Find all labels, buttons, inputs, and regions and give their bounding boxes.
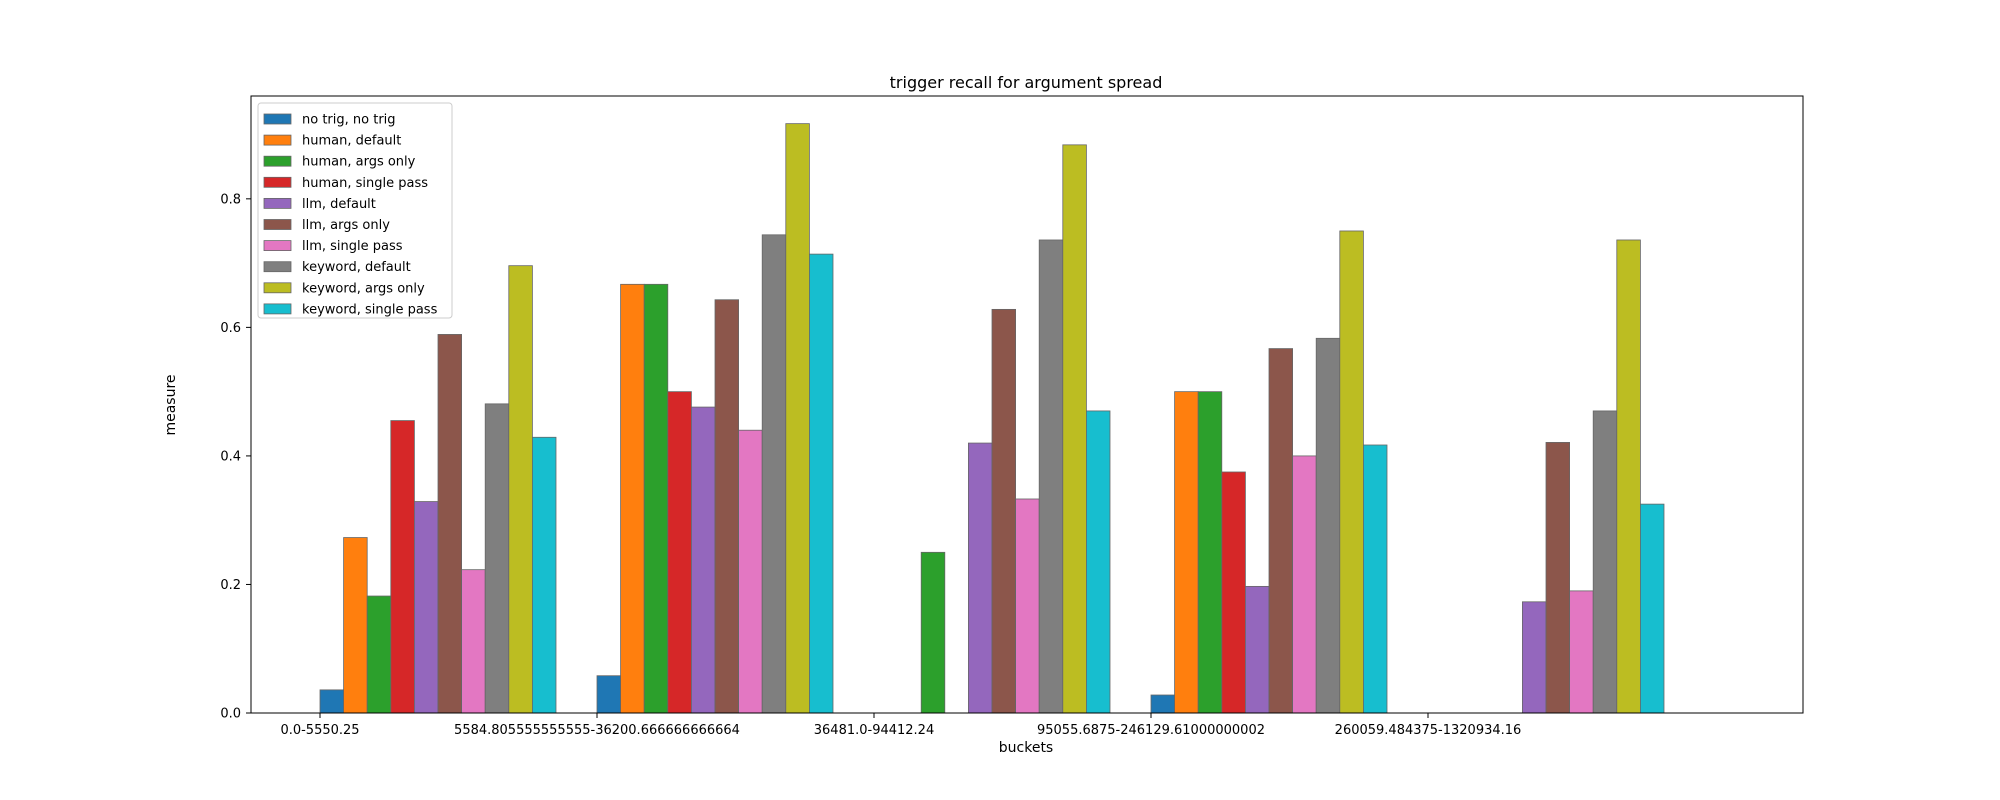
y-tick-label: 0.0 — [220, 707, 241, 722]
bar — [1062, 144, 1087, 714]
y-tick-label: 0.4 — [220, 449, 241, 464]
bar — [1522, 601, 1547, 714]
bar — [1150, 694, 1176, 714]
bar — [1339, 230, 1364, 714]
bar — [437, 334, 463, 714]
legend-frame — [257, 102, 453, 319]
y-tick-label: 0.6 — [220, 321, 241, 336]
bar — [1569, 590, 1594, 714]
legend: no trig, no trig human, default human, arg… — [257, 102, 453, 319]
bar — [968, 442, 993, 714]
bar — [1038, 239, 1064, 714]
bar — [366, 595, 392, 714]
legend-swatch — [263, 219, 292, 230]
bar — [691, 406, 716, 714]
x-tick-label: 36481.0-94412.24 — [814, 723, 934, 738]
legend-swatch — [263, 113, 292, 125]
bar — [785, 123, 810, 714]
x-tick-label: 5584.805555555555-36200.666666666664 — [454, 723, 740, 738]
y-axis: 0.0 0.2 0.4 0.6 0.8 — [220, 192, 251, 722]
bar — [1616, 239, 1641, 714]
x-tick-label: 0.0-5550.25 — [280, 723, 359, 738]
bar — [461, 569, 486, 714]
bar — [920, 551, 946, 714]
legend-swatch — [263, 261, 292, 273]
y-tick-label: 0.2 — [220, 578, 241, 593]
bar — [1545, 442, 1571, 714]
bar — [596, 675, 622, 714]
bar — [1015, 498, 1040, 714]
legend-label: human, default — [302, 134, 401, 149]
bar — [1197, 391, 1223, 714]
bar — [1363, 444, 1388, 714]
legend-swatch — [263, 197, 292, 209]
legend-label: no trig, no trig — [302, 113, 396, 128]
bar — [738, 429, 763, 714]
legend-label: human, args only — [302, 155, 416, 170]
bar — [413, 501, 439, 714]
legend-swatch — [263, 303, 292, 315]
legend-label: keyword, args only — [302, 281, 425, 296]
bar — [1221, 471, 1246, 714]
legend-label: keyword, single pass — [302, 302, 438, 317]
bars-layer — [319, 123, 1665, 714]
bar — [532, 436, 557, 714]
y-axis-label: measure — [163, 374, 179, 435]
bar — [1640, 503, 1665, 714]
y-tick-label: 0.8 — [220, 192, 241, 207]
bar — [1315, 337, 1341, 714]
chart-title: trigger recall for argument spread — [890, 73, 1163, 92]
legend-label: human, single pass — [302, 176, 428, 191]
bar — [991, 308, 1017, 714]
bar — [714, 299, 740, 714]
bar — [1086, 410, 1111, 714]
legend-swatch — [263, 240, 292, 252]
bar — [1174, 391, 1199, 714]
x-tick-label: 95055.6875-246129.61000000002 — [1037, 723, 1265, 738]
legend-swatch — [263, 155, 292, 167]
bar — [390, 420, 415, 714]
bar — [667, 391, 692, 714]
plot-frame — [250, 95, 1804, 714]
legend-label: llm, args only — [302, 218, 390, 233]
bar — [319, 689, 345, 714]
bar — [1268, 348, 1294, 714]
bar — [484, 403, 510, 714]
legend-swatch — [263, 282, 292, 294]
legend-label: llm, single pass — [302, 239, 403, 254]
bar — [508, 265, 533, 714]
bar — [1245, 585, 1270, 714]
legend-swatch — [263, 134, 292, 146]
bar — [620, 283, 645, 714]
bar — [1592, 410, 1618, 714]
bar — [643, 283, 669, 714]
bar — [1292, 455, 1317, 714]
x-axis: 0.0-5550.25 5584.805555555555-36200.66666… — [280, 713, 1521, 738]
legend-label: keyword, default — [302, 260, 411, 275]
bar — [761, 234, 787, 714]
legend-swatch — [263, 176, 292, 188]
legend-label: llm, default — [302, 197, 376, 212]
x-axis-label: buckets — [999, 740, 1053, 756]
x-tick-label: 260059.484375-1320934.16 — [1335, 723, 1522, 738]
bar — [809, 253, 834, 714]
bar — [343, 537, 368, 714]
